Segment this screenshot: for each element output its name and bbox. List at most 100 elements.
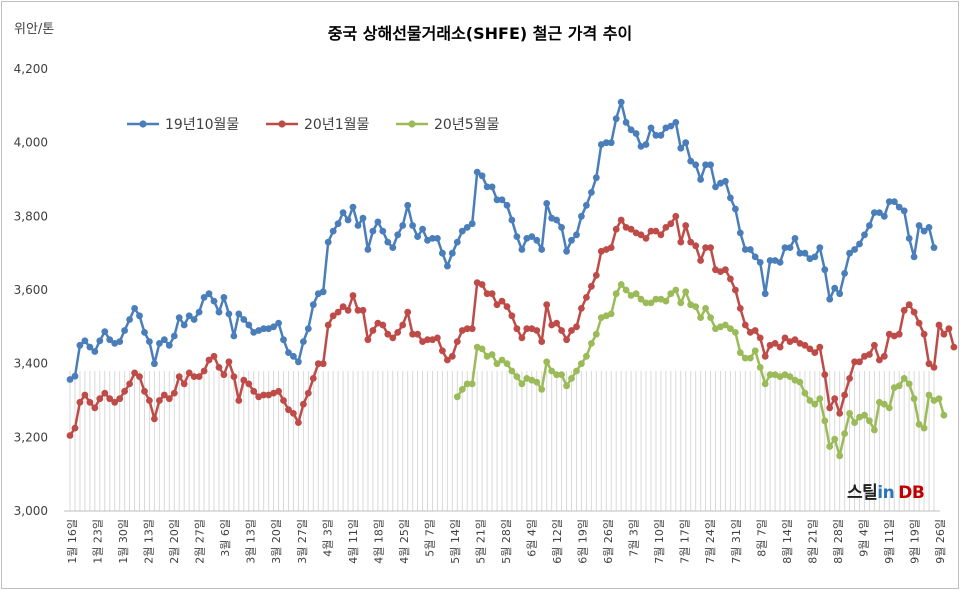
x-tick-label: 3월 13일 <box>244 519 258 564</box>
data-point <box>359 306 367 314</box>
data-point <box>920 227 928 235</box>
data-point <box>876 356 883 364</box>
data-point <box>344 216 352 224</box>
y-tick-label: 4,200 <box>14 62 48 76</box>
y-tick-label: 3,200 <box>14 430 48 444</box>
data-point <box>324 238 332 246</box>
data-point <box>652 295 660 303</box>
data-point <box>240 316 248 323</box>
data-point <box>319 288 327 296</box>
data-point <box>900 207 908 215</box>
data-point <box>578 212 585 220</box>
data-point <box>364 336 372 344</box>
data-point <box>369 227 377 235</box>
data-point <box>493 196 501 204</box>
data-point <box>225 310 233 318</box>
data-point <box>329 312 337 320</box>
data-point <box>478 345 486 353</box>
x-tick-label: 7월 10일 <box>652 519 666 564</box>
data-point <box>702 161 709 169</box>
data-point <box>776 343 784 351</box>
data-point <box>379 227 387 235</box>
data-point <box>801 389 809 397</box>
data-point <box>702 305 709 312</box>
data-point <box>200 367 208 375</box>
data-point <box>66 376 74 383</box>
data-point <box>404 201 412 209</box>
data-point <box>925 391 933 399</box>
data-point <box>816 244 824 252</box>
data-point <box>861 411 868 419</box>
data-point <box>160 336 168 344</box>
data-point <box>732 205 739 213</box>
data-point <box>453 393 461 401</box>
data-point <box>697 176 704 183</box>
data-point <box>528 233 536 241</box>
data-point <box>334 220 342 228</box>
data-point <box>518 246 526 253</box>
data-point <box>260 391 268 399</box>
data-point <box>444 262 451 270</box>
data-point <box>761 290 769 298</box>
data-point <box>151 415 158 423</box>
data-point <box>895 330 903 338</box>
data-point <box>295 358 302 366</box>
data-point <box>657 131 665 139</box>
x-tick-label: 6월 26일 <box>601 519 615 564</box>
data-point <box>751 327 759 334</box>
data-point <box>210 297 218 305</box>
data-point <box>821 417 829 425</box>
data-point <box>195 373 203 380</box>
data-point <box>309 301 317 309</box>
data-point <box>821 266 829 274</box>
data-point <box>190 316 198 323</box>
data-point <box>746 246 754 253</box>
logo-part-1: 스틸 <box>847 483 878 503</box>
data-point <box>453 338 461 345</box>
data-point <box>692 161 700 169</box>
data-point <box>468 220 476 228</box>
data-point <box>146 338 153 345</box>
data-point <box>513 233 521 241</box>
data-point <box>811 253 819 261</box>
data-point <box>836 290 844 298</box>
data-point <box>632 290 640 298</box>
data-point <box>647 124 655 132</box>
series-group <box>66 98 958 460</box>
data-point <box>488 183 496 191</box>
legend: 19년10월물 20년1월물 20년5월물 <box>127 117 499 133</box>
data-point <box>488 351 496 358</box>
series-2 <box>66 212 958 439</box>
data-point <box>304 389 312 397</box>
data-point <box>890 198 898 206</box>
data-point <box>304 325 312 333</box>
data-point <box>612 290 620 298</box>
data-point <box>210 352 218 360</box>
data-point <box>781 244 789 252</box>
vertical-gridlines <box>69 371 935 511</box>
data-point <box>523 325 531 333</box>
data-point <box>940 411 948 419</box>
data-point <box>389 334 397 342</box>
data-point <box>816 343 824 351</box>
data-point <box>498 297 506 305</box>
data-point <box>543 200 551 207</box>
data-point <box>727 275 734 283</box>
data-point <box>876 209 883 217</box>
data-point <box>86 343 94 351</box>
data-point <box>925 360 933 368</box>
data-point <box>831 395 839 403</box>
data-point <box>141 387 148 395</box>
data-point <box>399 321 407 329</box>
data-point <box>672 119 680 126</box>
data-point <box>66 432 74 439</box>
data-point <box>846 410 853 417</box>
data-point <box>275 387 282 395</box>
data-point <box>592 174 600 182</box>
data-point <box>786 373 794 380</box>
data-point <box>667 290 675 298</box>
data-point <box>444 356 451 364</box>
data-point <box>692 242 700 250</box>
data-point <box>419 225 426 233</box>
